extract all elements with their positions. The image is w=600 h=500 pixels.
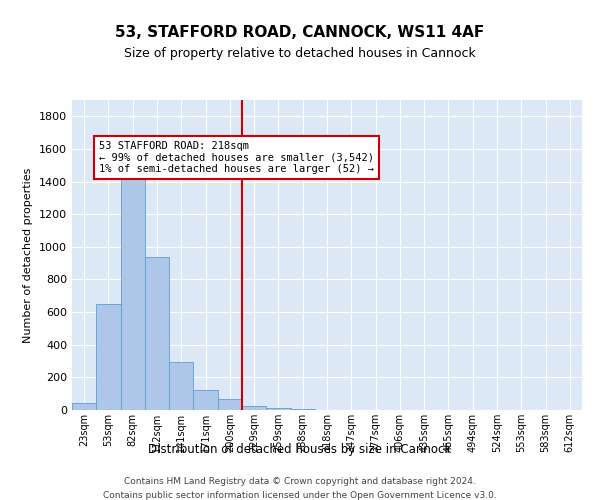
Bar	[169, 362, 193, 410]
Bar	[193, 390, 218, 410]
Bar	[218, 400, 242, 410]
Text: Contains HM Land Registry data © Crown copyright and database right 2024.: Contains HM Land Registry data © Crown c…	[124, 478, 476, 486]
Text: Distribution of detached houses by size in Cannock: Distribution of detached houses by size …	[148, 442, 452, 456]
Bar	[72, 404, 96, 410]
Bar	[242, 406, 266, 410]
Bar	[266, 408, 290, 410]
Text: Size of property relative to detached houses in Cannock: Size of property relative to detached ho…	[124, 48, 476, 60]
Bar	[145, 258, 169, 410]
Text: Contains public sector information licensed under the Open Government Licence v3: Contains public sector information licen…	[103, 491, 497, 500]
Text: 53 STAFFORD ROAD: 218sqm
← 99% of detached houses are smaller (3,542)
1% of semi: 53 STAFFORD ROAD: 218sqm ← 99% of detach…	[99, 141, 374, 174]
Bar	[290, 409, 315, 410]
Bar	[96, 304, 121, 410]
Text: 53, STAFFORD ROAD, CANNOCK, WS11 4AF: 53, STAFFORD ROAD, CANNOCK, WS11 4AF	[115, 25, 485, 40]
Y-axis label: Number of detached properties: Number of detached properties	[23, 168, 34, 342]
Bar	[121, 170, 145, 410]
